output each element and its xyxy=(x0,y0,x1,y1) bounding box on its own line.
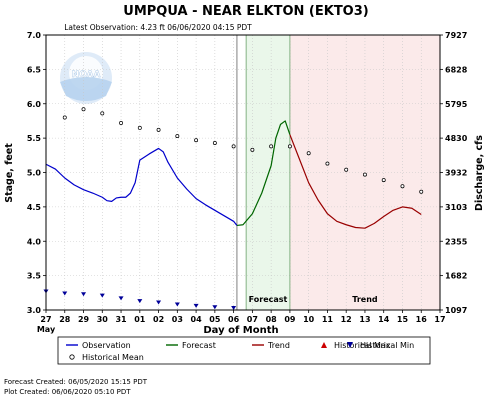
historical-min-marker xyxy=(118,296,124,301)
historical-min-marker xyxy=(231,305,237,310)
y-axis-label: Stage, feet xyxy=(4,143,15,203)
y-tick-label: 3.5 xyxy=(27,272,42,281)
historical-min-marker xyxy=(193,303,199,308)
y2-tick-label: 1097 xyxy=(445,306,467,315)
historical-mean-marker xyxy=(344,167,349,172)
historical-mean-marker xyxy=(156,127,161,132)
x-tick-label: 02 xyxy=(153,315,164,324)
y-tick-label: 6.0 xyxy=(27,100,42,109)
y-tick-label: 5.5 xyxy=(27,134,42,143)
x-tick-label: 14 xyxy=(378,315,390,324)
historical-mean-marker xyxy=(62,115,67,120)
y2-tick-label: 2355 xyxy=(445,237,468,246)
x-tick-label: 15 xyxy=(397,315,409,324)
legend-historical-mean-label: Historical Mean xyxy=(82,353,144,362)
y2-tick-label: 5795 xyxy=(445,100,468,109)
historical-min-marker xyxy=(137,299,143,304)
forecast-created-text: Forecast Created: 06/05/2020 15:15 PDT xyxy=(4,378,148,386)
historical-mean-marker xyxy=(363,172,367,177)
noaa-logo-text: NOAA xyxy=(72,70,101,80)
y2-tick-label: 3932 xyxy=(445,169,467,178)
x-tick-label: 04 xyxy=(191,315,203,324)
legend-historical-min-label: Historical Min xyxy=(360,341,414,350)
trend-line xyxy=(289,134,422,229)
x-tick-label: 01 xyxy=(134,315,146,324)
historical-mean-marker xyxy=(269,144,274,149)
x-tick-label: 31 xyxy=(115,315,127,324)
historical-min-marker xyxy=(156,300,162,305)
historical-mean-marker xyxy=(250,147,255,152)
x-tick-label: 09 xyxy=(284,315,296,324)
y2-axis-label: Discharge, cfs xyxy=(474,135,485,211)
historical-min-marker xyxy=(174,302,180,307)
region-label-forecast: Forecast xyxy=(249,295,288,304)
historical-mean-marker xyxy=(419,189,424,194)
observation-line xyxy=(45,147,238,226)
historical-mean-marker xyxy=(306,151,311,156)
x-tick-label: 12 xyxy=(341,315,352,324)
x-tick-label: 16 xyxy=(416,315,428,324)
y2-tick-label: 6828 xyxy=(445,65,468,74)
legend-historical-max-label: Historical Max xyxy=(334,341,391,350)
chart-title: UMPQUA - NEAR ELKTON (EKTO3) xyxy=(123,4,368,19)
historical-mean-marker xyxy=(81,107,86,112)
historical-mean-marker xyxy=(175,134,180,139)
month-label: May xyxy=(37,325,56,334)
x-tick-label: 28 xyxy=(59,315,71,324)
legend-historical-mean-swatch xyxy=(69,354,75,360)
x-tick-label: 30 xyxy=(97,315,109,324)
x-tick-label: 08 xyxy=(266,315,278,324)
x-tick-label: 06 xyxy=(228,315,240,324)
y-tick-label: 5.0 xyxy=(27,169,42,178)
chart-subtitle: Latest Observation: 4.23 ft 06/06/2020 0… xyxy=(64,23,252,32)
legend-trend-label: Trend xyxy=(267,341,290,350)
y-tick-label: 7.0 xyxy=(27,31,42,40)
historical-min-marker xyxy=(99,293,105,298)
x-tick-label: 27 xyxy=(40,315,51,324)
historical-mean-marker xyxy=(231,144,236,149)
x-tick-label: 07 xyxy=(247,315,258,324)
historical-min-marker xyxy=(81,292,87,297)
x-tick-label: 13 xyxy=(359,315,370,324)
y-tick-label: 3.0 xyxy=(27,306,42,315)
historical-mean-marker xyxy=(325,161,330,166)
y2-tick-label: 1682 xyxy=(445,272,467,281)
x-tick-label: 11 xyxy=(322,315,334,324)
historical-min-marker xyxy=(212,305,218,310)
y-tick-label: 4.0 xyxy=(27,237,42,246)
x-axis-label: Day of Month xyxy=(203,325,278,336)
legend-observation-label: Observation xyxy=(82,341,131,350)
historical-mean-marker xyxy=(137,125,142,130)
legend-historical-max-swatch xyxy=(321,342,327,348)
y2-tick-label: 3103 xyxy=(445,203,467,212)
historical-mean-marker xyxy=(381,178,386,183)
legend-box xyxy=(57,336,431,365)
x-tick-label: 17 xyxy=(434,315,445,324)
y-tick-label: 4.5 xyxy=(27,203,42,212)
historical-mean-marker xyxy=(119,121,123,125)
historical-mean-marker xyxy=(287,144,292,149)
legend-forecast-label: Forecast xyxy=(182,341,216,350)
region-label-trend: Trend xyxy=(352,295,378,304)
historical-mean-marker xyxy=(100,111,105,116)
historical-mean-marker xyxy=(212,140,217,145)
legend-historical-min-swatch xyxy=(347,342,353,348)
historical-mean-marker xyxy=(194,138,199,143)
plot-created-text: Plot Created: 06/06/2020 05:10 PDT xyxy=(4,388,131,396)
y-tick-label: 6.5 xyxy=(27,65,42,74)
x-tick-label: 05 xyxy=(209,315,221,324)
historical-min-marker xyxy=(62,291,68,296)
x-tick-label: 03 xyxy=(172,315,183,324)
y2-tick-label: 7927 xyxy=(445,31,467,40)
forecast-line xyxy=(236,120,291,227)
historical-mean-marker xyxy=(400,184,405,189)
y2-tick-label: 4830 xyxy=(445,134,468,143)
noaa-logo-wave xyxy=(60,77,112,101)
x-tick-label: 10 xyxy=(303,315,315,324)
x-tick-label: 29 xyxy=(78,315,90,324)
